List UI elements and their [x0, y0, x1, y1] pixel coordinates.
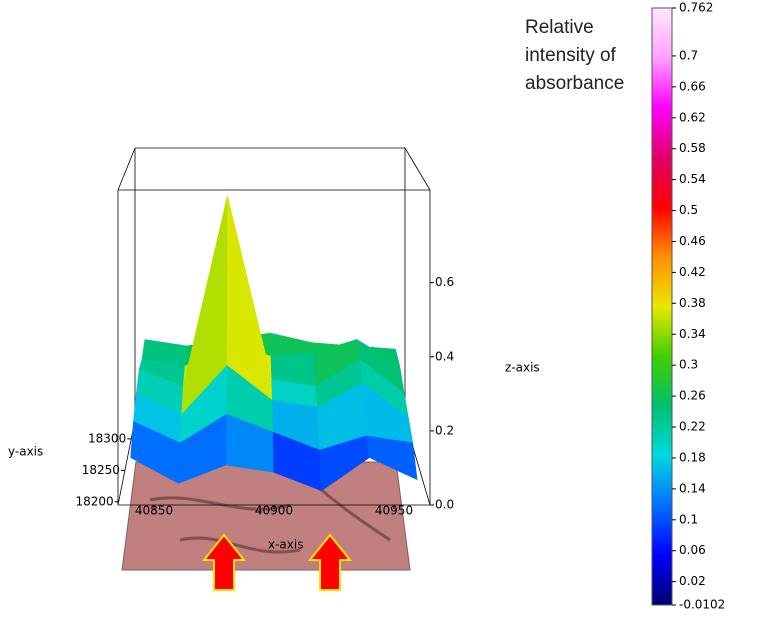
colorbar-tick-label: 0.1: [679, 512, 698, 526]
colorbar-tick-label: 0.3: [679, 358, 698, 372]
colorbar-tick-label: 0.46: [679, 234, 706, 248]
y-tick-label: 18300: [88, 431, 126, 445]
z-tick-label: 0.4: [435, 349, 454, 363]
x-tick-label: 40900: [255, 504, 293, 518]
surface: [131, 196, 418, 491]
colorbar: [652, 8, 672, 605]
z-tick-label: 0.6: [435, 275, 454, 289]
colorbar-tick-label: 0.54: [679, 172, 706, 186]
colorbar-tick-label: 0.22: [679, 420, 706, 434]
z-tick-label: 0.0: [435, 498, 454, 512]
y-tick-label: 18250: [82, 463, 120, 477]
colorbar-tick-label: 0.02: [679, 574, 706, 588]
colorbar-tick-label: 0.26: [679, 389, 706, 403]
colorbar-tick-label: 0.7: [679, 48, 698, 62]
x-tick-label: 40850: [135, 504, 173, 518]
box-edge: [405, 148, 430, 190]
surface-patch: [270, 333, 314, 356]
colorbar-tick-label: -0.0102: [679, 598, 725, 612]
colorbar-tick-label: 0.38: [679, 296, 706, 310]
colorbar-tick-label: 0.06: [679, 543, 706, 557]
colorbar-tick-label: 0.5: [679, 203, 698, 217]
colorbar-title: Relative: [525, 17, 594, 38]
colorbar-tick-label: 0.14: [679, 481, 706, 495]
z-axis-label: z-axis: [505, 361, 540, 375]
colorbar-tick-label: 0.62: [679, 110, 706, 124]
colorbar-tick-label: 0.18: [679, 450, 706, 464]
chart: z-axis y-axis x-axis 40850 40900 40950 1820…: [0, 0, 757, 617]
x-axis-label: x-axis: [268, 538, 303, 552]
y-tick-label: 18200: [75, 494, 113, 508]
surface-patch: [227, 196, 272, 401]
x-tick-label: 40950: [375, 504, 413, 518]
colorbar-tick-label: 0.762: [679, 1, 713, 15]
colorbar-title: intensity of: [525, 45, 617, 66]
colorbar-tick-label: 0.34: [679, 327, 706, 341]
y-axis-label: y-axis: [8, 445, 43, 459]
colorbar-tick-label: 0.42: [679, 265, 706, 279]
colorbar-tick-label: 0.58: [679, 141, 706, 155]
colorbar-tick-label: 0.66: [679, 79, 706, 93]
colorbar-title: absorbance: [525, 73, 624, 94]
box-edge: [118, 148, 135, 190]
z-tick-label: 0.2: [435, 423, 454, 437]
